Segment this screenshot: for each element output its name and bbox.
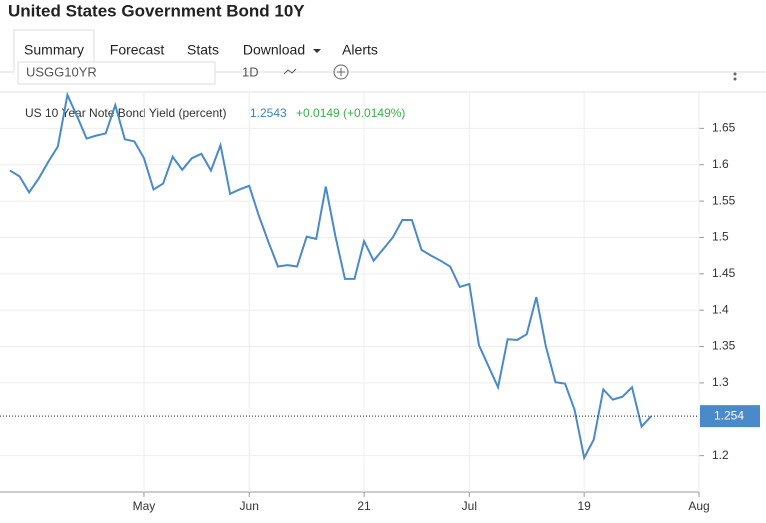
series-line <box>9 91 652 461</box>
y-tick-label: 1.6 <box>712 157 729 171</box>
menu-dot[interactable] <box>733 72 737 76</box>
add-indicator-icon[interactable] <box>333 64 349 80</box>
symbol-text: USGG10YR <box>26 64 97 79</box>
x-tick-label: Jun <box>240 499 259 513</box>
legend-change: +0.0149 (+0.0149%) <box>296 106 405 120</box>
page-title: United States Government Bond 10Y <box>8 1 305 20</box>
y-tick-label: 1.65 <box>712 121 736 135</box>
dropdown-caret <box>313 49 321 53</box>
x-tick-label: Aug <box>688 499 709 513</box>
legend-name: US 10 Year Note Bond Yield (percent) <box>25 106 226 120</box>
y-tick-label: 1.5 <box>712 230 729 244</box>
y-tick-label: 1.55 <box>712 193 736 207</box>
legend-value: 1.2543 <box>250 106 287 120</box>
tab[interactable]: Alerts <box>342 42 378 58</box>
tab[interactable]: Forecast <box>110 42 165 58</box>
last-value-label: 1.254 <box>714 408 744 422</box>
tab[interactable]: Summary <box>24 42 84 58</box>
y-tick-label: 1.2 <box>712 448 729 462</box>
y-tick-label: 1.45 <box>712 266 736 280</box>
chart-type-icon[interactable] <box>283 68 297 75</box>
tab[interactable]: Stats <box>187 42 219 58</box>
y-tick-label: 1.4 <box>712 302 729 316</box>
x-tick-label: Jul <box>462 499 477 513</box>
symbol-input[interactable] <box>17 61 216 85</box>
menu-dot[interactable] <box>733 77 737 81</box>
x-tick-label: 21 <box>357 499 371 513</box>
y-tick-label: 1.35 <box>712 339 736 353</box>
y-tick-label: 1.3 <box>712 375 729 389</box>
last-value-badge <box>700 405 760 428</box>
tab[interactable]: Download <box>243 42 305 58</box>
x-tick-label: 19 <box>577 499 591 513</box>
chart-bg <box>0 92 766 523</box>
plus-glyph <box>337 68 345 76</box>
interval-button[interactable]: 1D <box>242 64 259 79</box>
x-tick-label: May <box>133 499 156 513</box>
